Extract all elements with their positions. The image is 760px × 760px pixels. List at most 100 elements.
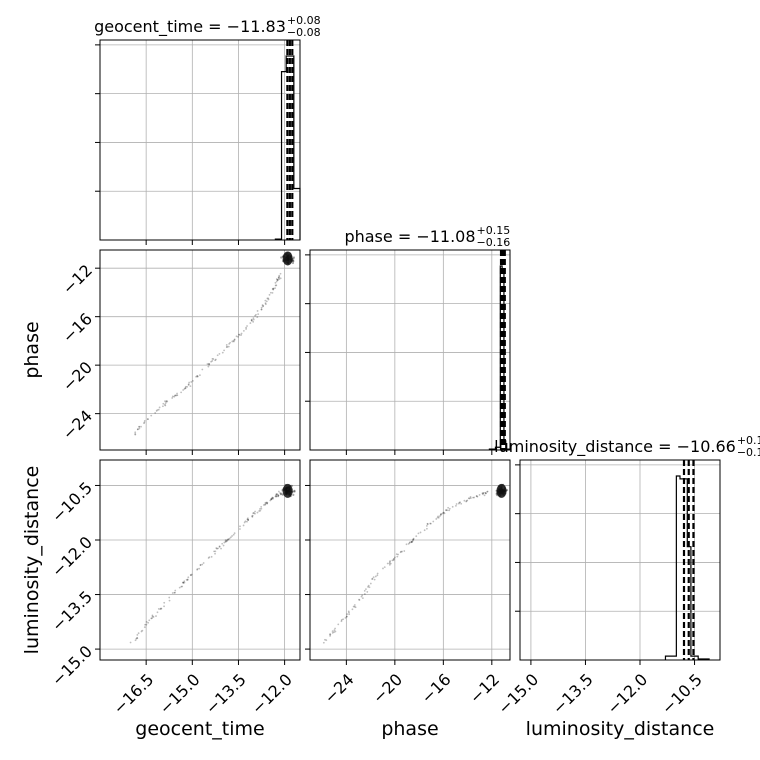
sample-point <box>237 335 239 338</box>
sample-point <box>329 633 332 636</box>
sample-point <box>196 375 199 378</box>
sample-point <box>186 578 189 581</box>
sample-point <box>465 500 468 503</box>
axes-frame <box>99 459 301 661</box>
sample-point <box>239 525 241 528</box>
sample-point <box>155 615 157 617</box>
tick-label: −16 <box>417 670 454 707</box>
sample-point <box>481 493 484 496</box>
sample-point <box>463 499 466 502</box>
sample-point <box>329 635 331 637</box>
sample-point <box>469 497 472 499</box>
title-phase: phase = −11.08 +0.15−0.16 <box>344 224 510 249</box>
sample-point <box>278 275 281 278</box>
sample-point <box>388 561 391 564</box>
sample-point <box>388 564 391 566</box>
sample-point <box>447 506 450 509</box>
tick-label: −15.0 <box>156 670 204 718</box>
tick-label: −13.5 <box>549 670 597 718</box>
sample-point <box>244 520 247 523</box>
sample-point <box>220 547 222 550</box>
sample-point <box>274 495 277 498</box>
sample-point <box>277 277 280 279</box>
sample-point <box>156 611 159 614</box>
tick-label: −10.5 <box>658 670 706 718</box>
sample-point <box>442 511 445 514</box>
tick-label: −12 <box>59 261 96 298</box>
sample-point <box>267 298 270 301</box>
panel-phase-vs-geocent_time <box>95 249 301 455</box>
panel-geocent_time-vs-geocent_time <box>95 39 301 245</box>
tick-label: −12.0 <box>603 670 651 718</box>
sample-point <box>225 346 228 349</box>
sample-point <box>210 555 213 558</box>
sample-point <box>231 340 234 343</box>
sample-point <box>292 256 296 259</box>
sample-point <box>270 497 273 500</box>
sample-point <box>486 490 489 493</box>
sample-point <box>260 308 263 311</box>
sample-point <box>277 490 280 493</box>
tick-label: −24 <box>320 670 357 707</box>
sample-point <box>455 503 458 505</box>
sample-point <box>347 610 350 613</box>
sample-point <box>242 329 245 332</box>
sample-point <box>145 621 148 623</box>
sample-point <box>340 619 343 621</box>
title-main: phase = −11.08 <box>344 227 475 246</box>
sample-point <box>151 614 154 617</box>
sample-point <box>140 425 142 428</box>
sample-point <box>276 279 279 282</box>
sample-point <box>196 374 198 377</box>
sample-point <box>214 359 217 362</box>
sample-point <box>389 562 392 565</box>
sample-point <box>136 637 139 640</box>
sample-point <box>459 501 461 504</box>
sample-point <box>457 502 460 505</box>
sample-point <box>403 550 406 552</box>
sample-point <box>225 539 228 542</box>
sample-point <box>175 394 178 397</box>
sample-point <box>352 605 355 608</box>
sample-point <box>280 493 282 496</box>
sample-point <box>485 492 487 495</box>
sample-point <box>224 540 227 543</box>
sample-point <box>271 292 274 294</box>
sample-point <box>467 497 470 500</box>
sample-point <box>213 550 216 553</box>
sample-point <box>275 284 278 287</box>
sample-point <box>279 272 282 275</box>
sample-point <box>247 518 250 521</box>
sample-point <box>426 522 429 525</box>
sample-point <box>143 420 146 422</box>
sample-point <box>151 617 153 620</box>
sample-point <box>171 592 174 594</box>
sample-point <box>254 512 256 515</box>
sample-point <box>376 574 379 577</box>
sample-point <box>446 509 449 512</box>
title-luminosity_distance: luminosity_distance = −10.66+0.13−0.13 <box>494 434 760 459</box>
sample-point <box>207 362 210 365</box>
sample-point <box>361 594 364 597</box>
sample-point <box>190 573 193 576</box>
tick-label: −16 <box>59 309 96 346</box>
sample-point <box>160 607 162 610</box>
sample-point <box>201 368 204 371</box>
sample-point <box>358 598 360 601</box>
sample-point <box>423 529 426 532</box>
sample-point <box>164 400 166 403</box>
sample-point <box>260 308 263 311</box>
sample-point <box>232 533 235 536</box>
sample-point <box>223 541 226 544</box>
sample-point <box>270 498 273 501</box>
sample-point <box>251 514 254 517</box>
sample-point <box>275 494 277 497</box>
sample-point <box>184 387 187 389</box>
sample-point <box>340 620 343 623</box>
sample-point <box>276 493 279 496</box>
sample-point <box>231 535 234 537</box>
sample-point <box>173 591 176 594</box>
sample-point <box>254 510 256 513</box>
sample-point <box>134 433 137 435</box>
sample-point <box>164 404 167 407</box>
